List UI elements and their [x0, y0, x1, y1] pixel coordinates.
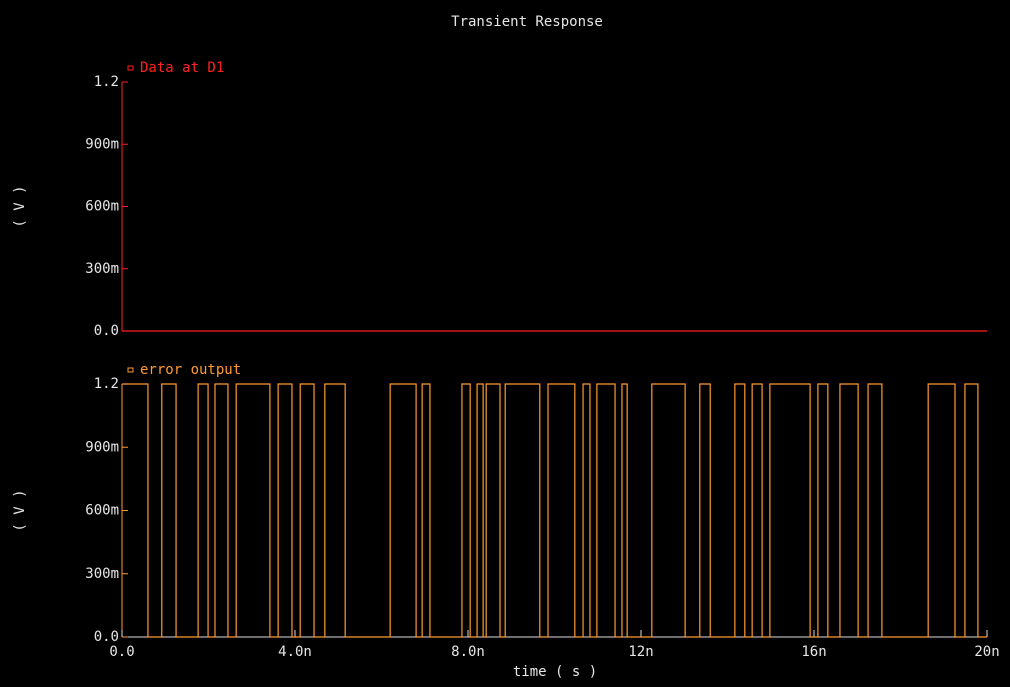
y-tick-label: 600m: [85, 503, 119, 519]
y-tick-label: 0.0: [94, 323, 119, 339]
y-tick-label: 900m: [85, 439, 119, 455]
legend-label: Data at D1: [140, 60, 224, 76]
legend-marker: [127, 65, 134, 71]
x-tick-label: 20n: [974, 644, 999, 660]
x-tick-label: 12n: [628, 644, 653, 660]
x-tick-label: 16n: [801, 644, 826, 660]
y-axis-label: ( V ): [12, 185, 28, 227]
y-tick-label: 0.0: [94, 629, 119, 645]
y-tick-label: 900m: [85, 136, 119, 152]
y-tick-label: 300m: [85, 261, 119, 277]
x-axis-label: time ( s ): [513, 664, 597, 680]
x-tick-label: 4.0n: [278, 644, 312, 660]
series-line: [122, 383, 987, 638]
x-tick-label: 0.0: [109, 644, 134, 660]
y-tick-label: 300m: [85, 566, 119, 582]
y-tick-label: 600m: [85, 199, 119, 215]
legend-marker: [127, 367, 134, 373]
y-axis-label: ( V ): [12, 489, 28, 531]
x-tick-label: 8.0n: [451, 644, 485, 660]
legend-label: error output: [140, 362, 241, 378]
chart-title: Transient Response: [451, 14, 603, 30]
y-tick-label: 1.2: [94, 376, 119, 392]
y-tick-label: 1.2: [94, 74, 119, 90]
